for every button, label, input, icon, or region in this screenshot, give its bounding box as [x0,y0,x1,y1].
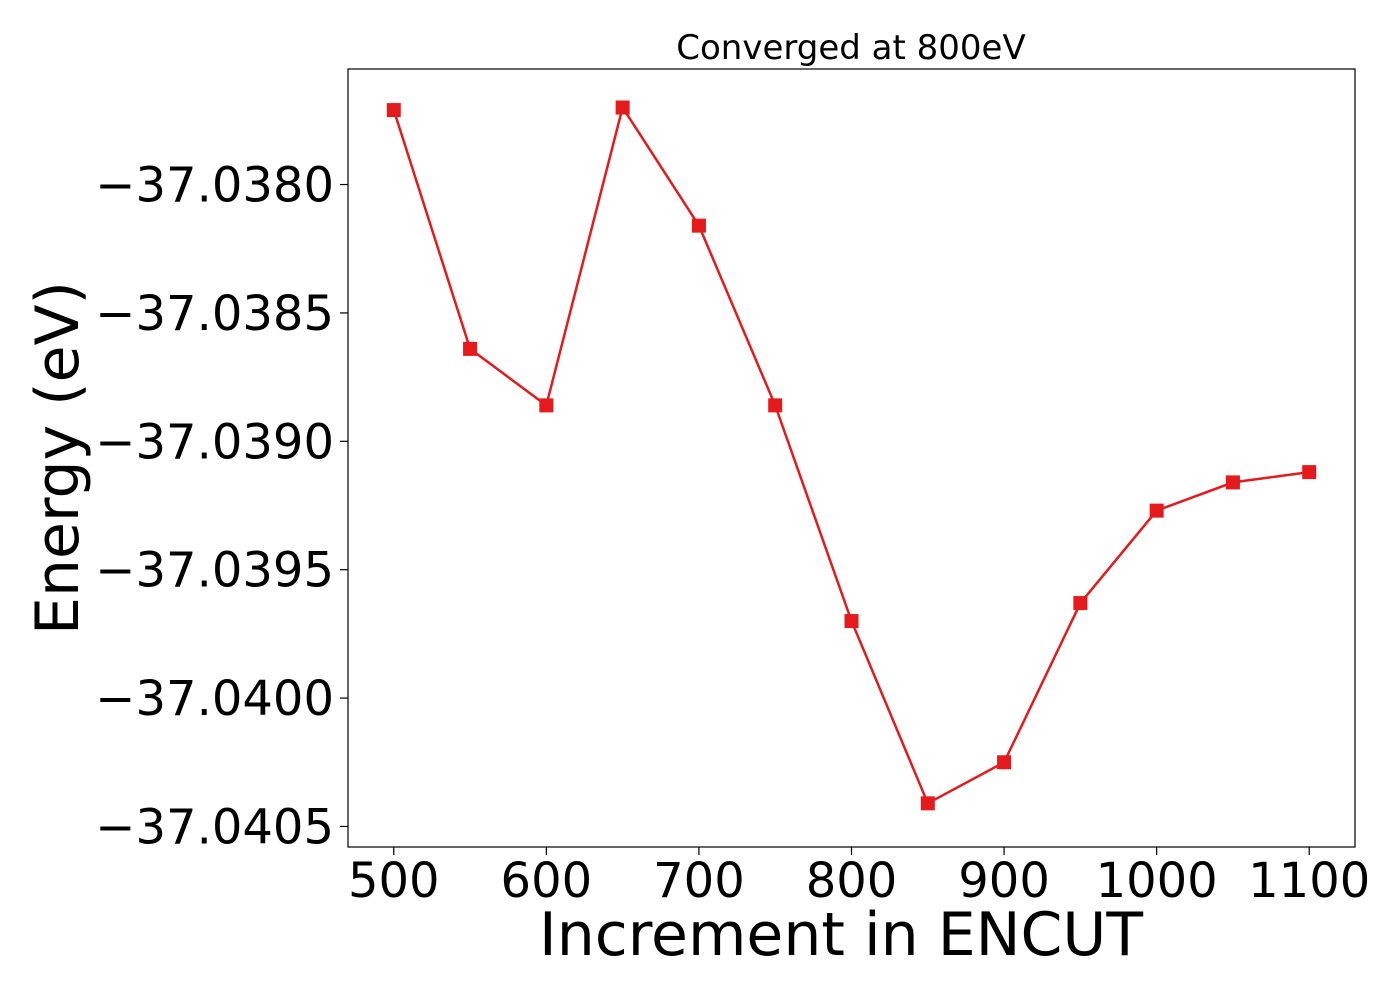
data-point [691,218,706,233]
series-line [392,104,1310,806]
data-point [1073,596,1088,611]
y-tick-label: −37.0380 [95,158,334,214]
data-point [463,341,478,356]
series-markers [386,100,1317,811]
x-tick-label: 1000 [1096,853,1218,909]
y-axis-label: Energy (eV) [23,281,93,635]
data-point [1302,465,1317,480]
x-tick-label: 600 [501,853,593,909]
y-tick-label: −37.0390 [95,414,334,470]
plot-area [347,68,1356,848]
x-tick-label: 500 [348,853,440,909]
data-point [768,398,783,413]
data-point [1225,475,1240,490]
chart-title: Converged at 800eV [676,28,1025,68]
y-tick-label: −37.0405 [95,799,334,855]
data-point [539,398,554,413]
x-axis: 500 600 700 800 900 1000 1100 [348,847,1370,909]
data-point [386,103,401,118]
x-tick-label: 700 [653,853,745,909]
data-point [997,755,1012,770]
x-axis-label: Increment in ENCUT [539,900,1143,970]
y-tick-label: −37.0395 [95,543,334,599]
y-tick-label: −37.0385 [95,286,334,342]
x-tick-label: 900 [958,853,1050,909]
y-tick-label: −37.0400 [95,671,334,727]
data-point [1149,503,1164,518]
y-axis: −37.0380 −37.0385 −37.0390 −37.0395 −37.0400… [95,158,348,855]
x-tick-label: 1100 [1248,853,1370,909]
data-point [615,100,630,115]
data-point [920,796,935,811]
x-tick-label: 800 [806,853,898,909]
data-point [844,614,859,629]
